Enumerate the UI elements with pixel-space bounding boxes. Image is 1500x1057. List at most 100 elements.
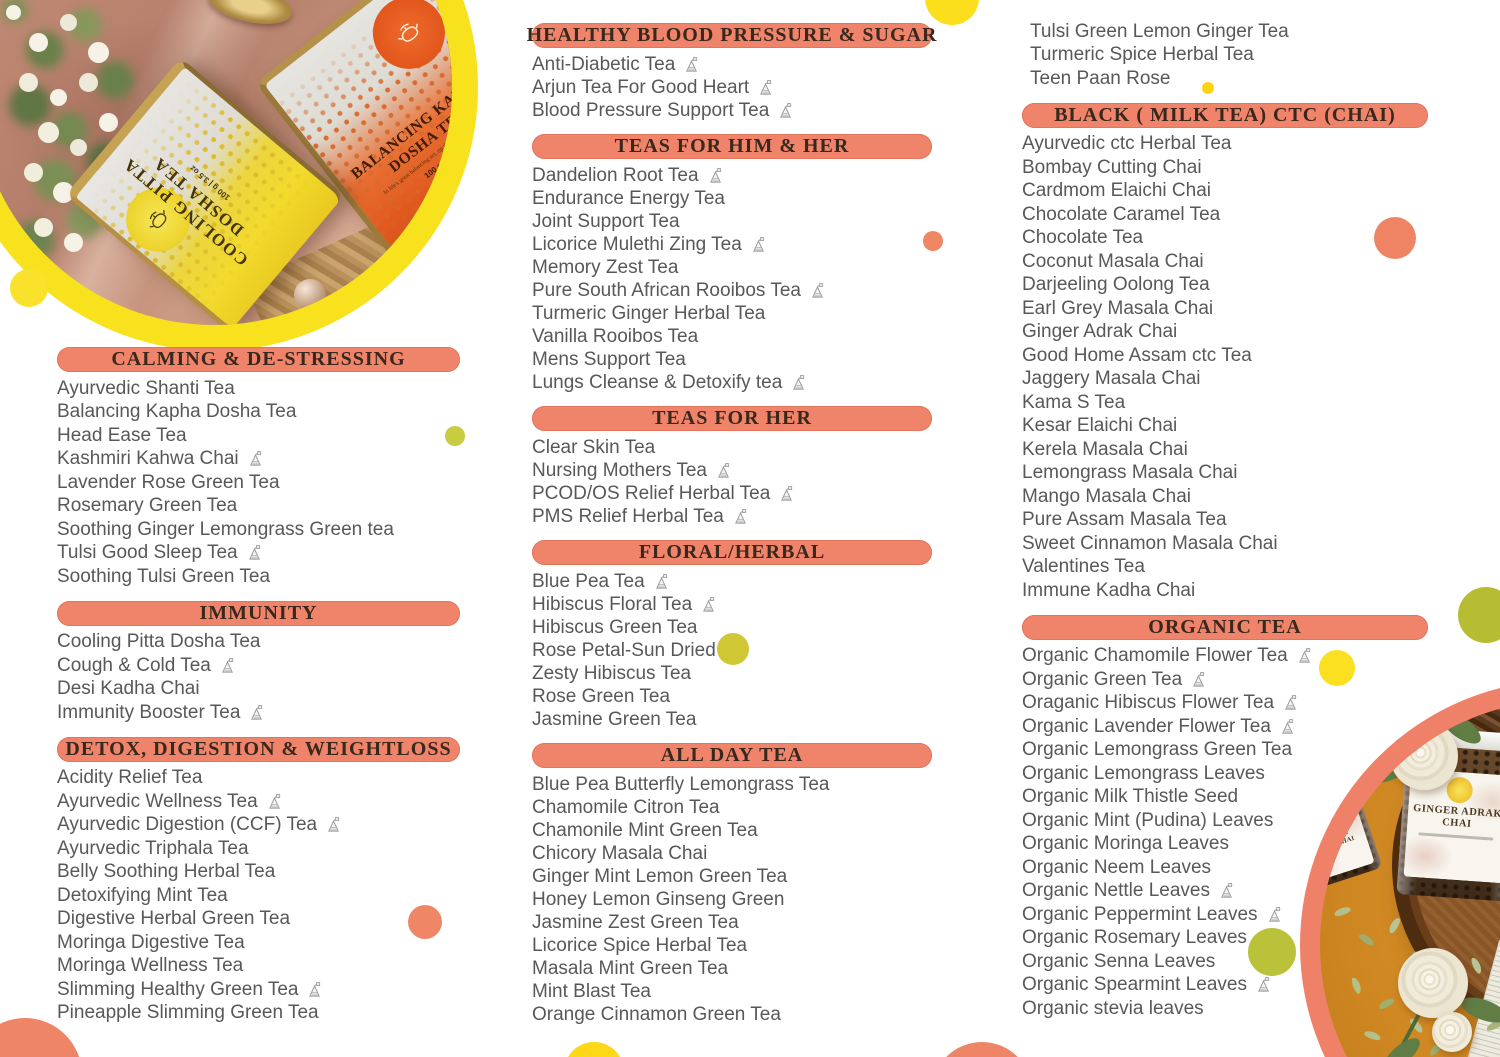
menu-item-label: Mens Support Tea xyxy=(532,348,686,370)
menu-section: BLACK ( MILK TEA) CTC (CHAI) Ayurvedic ct… xyxy=(1022,102,1428,603)
menu-item: Organic Milk Thistle Seed xyxy=(1022,786,1428,810)
menu-item-label: Organic Moringa Leaves xyxy=(1022,833,1229,855)
teabag-icon xyxy=(758,79,773,96)
menu-item-label: Zesty Hibiscus Tea xyxy=(532,662,692,684)
menu-item-label: Belly Soothing Herbal Tea xyxy=(57,861,276,883)
menu-column-middle: HEALTHY BLOOD PRESSURE & SUGAR Anti-Diabe… xyxy=(527,23,936,1026)
decor-dot xyxy=(10,269,48,307)
menu-item: Licorice Mulethi Zing Tea xyxy=(532,233,932,256)
menu-item-label: Digestive Herbal Green Tea xyxy=(57,908,291,930)
menu-item: Lavender Rose Green Tea xyxy=(57,471,460,495)
menu-item: Organic Neem Leaves xyxy=(1022,856,1428,880)
menu-item-label: Joint Support Tea xyxy=(532,210,680,232)
menu-item-label: Organic Rosemary Leaves xyxy=(1022,927,1247,949)
menu-item: Blood Pressure Support Tea xyxy=(532,99,932,122)
menu-item: Jasmine Green Tea xyxy=(532,708,932,731)
brand-logo-icon xyxy=(1445,776,1474,804)
menu-item: Blue Pea Tea xyxy=(532,570,932,593)
gold-jar-lid xyxy=(205,0,296,31)
menu-item: Organic Lemongrass Green Tea xyxy=(1022,739,1428,763)
decor-dot xyxy=(923,231,943,251)
teabag-icon xyxy=(249,704,264,721)
menu-item: Hibiscus Green Tea xyxy=(532,616,932,639)
menu-item-label: Turmeric Ginger Herbal Tea xyxy=(532,302,766,324)
menu-item: Arjun Tea For Good Heart xyxy=(532,76,932,99)
menu-item-label: Masala Mint Green Tea xyxy=(532,957,729,979)
menu-item: PMS Relief Herbal Tea xyxy=(532,505,932,528)
menu-item-label: Acidity Relief Tea xyxy=(57,767,203,789)
menu-item-label: Endurance Energy Tea xyxy=(532,187,725,209)
menu-item-label: Darjeeling Oolong Tea xyxy=(1022,274,1210,296)
section-header-label: ALL DAY TEA xyxy=(660,744,804,766)
menu-item: Digestive Herbal Green Tea xyxy=(57,908,460,932)
menu-item: Chamonile Mint Green Tea xyxy=(532,819,932,842)
menu-item-label: Orange Cinnamon Green Tea xyxy=(532,1003,781,1025)
menu-item-label: Organic Chamomile Flower Tea xyxy=(1022,645,1288,667)
menu-section: IMMUNITY Cooling Pitta Dosha Tea Cough & C… xyxy=(57,600,460,725)
section-header-pill: CALMING & DE-STRESSING xyxy=(57,347,460,372)
teabag-icon xyxy=(751,236,766,253)
menu-item-label: Blue Pea Tea xyxy=(532,570,645,592)
menu-item-label: Dandelion Root Tea xyxy=(532,164,699,186)
menu-item: Lungs Cleanse & Detoxify tea xyxy=(532,371,932,394)
menu-item-label: Turmeric Spice Herbal Tea xyxy=(1030,44,1254,66)
teabag-icon xyxy=(248,451,263,467)
menu-item: Mint Blast Tea xyxy=(532,980,932,1003)
menu-item: Organic Lavender Flower Tea xyxy=(1022,715,1428,739)
menu-item-label: Ayurvedic Wellness Tea xyxy=(57,790,258,812)
menu-item: PCOD/OS Relief Herbal Tea xyxy=(532,482,932,505)
menu-item-label: Organic Mint (Pudina) Leaves xyxy=(1022,809,1274,831)
teabag-icon xyxy=(778,102,793,119)
menu-item-label: Kama S Tea xyxy=(1022,391,1126,413)
section-header-label: FLORAL/HERBAL xyxy=(638,541,826,563)
decor-dot xyxy=(1374,217,1416,259)
menu-item: Soothing Tulsi Green Tea xyxy=(57,565,460,589)
menu-item-label: Cooling Pitta Dosha Tea xyxy=(57,631,261,653)
menu-item: Slimming Healthy Green Tea xyxy=(57,978,460,1002)
menu-item: Head Ease Tea xyxy=(57,424,460,448)
menu-item: Organic Spearmint Leaves xyxy=(1022,974,1428,998)
menu-item-label: Organic Nettle Leaves xyxy=(1022,880,1210,902)
menu-item-label: Slimming Healthy Green Tea xyxy=(57,978,299,1000)
menu-item-label: Pure Assam Masala Tea xyxy=(1022,509,1227,531)
menu-item-label: Valentines Tea xyxy=(1022,556,1145,578)
menu-item-label: Chocolate Tea xyxy=(1022,227,1144,249)
menu-item-label: Cardmom Elaichi Chai xyxy=(1022,180,1212,202)
teabag-icon xyxy=(1267,906,1282,923)
menu-item-label: Coconut Masala Chai xyxy=(1022,250,1204,272)
menu-item: Orange Cinnamon Green Tea xyxy=(532,1003,932,1026)
decor-dot xyxy=(445,426,465,446)
menu-item-label: Organic Lemongrass Leaves xyxy=(1022,762,1265,784)
section-header-label: HEALTHY BLOOD PRESSURE & SUGAR xyxy=(526,24,938,46)
menu-item-label: Desi Kadha Chai xyxy=(57,678,200,700)
section-header-pill: DETOX, DIGESTION & WEIGHTLOSS xyxy=(57,736,460,762)
menu-item: Sweet Cinnamon Masala Chai xyxy=(1022,532,1428,556)
menu-item-label: Kerela Masala Chai xyxy=(1022,438,1188,460)
teabag-icon xyxy=(684,56,699,73)
menu-item-label: Tulsi Good Sleep Tea xyxy=(57,542,238,564)
menu-item-label: Ayurvedic Triphala Tea xyxy=(57,837,249,859)
menu-item: Chamomile Citron Tea xyxy=(532,796,932,819)
menu-item: Organic Chamomile Flower Tea xyxy=(1022,645,1428,669)
menu-item: Kerela Masala Chai xyxy=(1022,438,1428,462)
product-photo-top-left: BALANCING KAPHA DOSHA TEA In life's grea… xyxy=(0,0,478,351)
menu-item: Pure Assam Masala Tea xyxy=(1022,509,1428,533)
menu-item-label: Organic Neem Leaves xyxy=(1022,856,1212,878)
section-header-label: TEAS FOR HIM & HER xyxy=(614,135,850,157)
teabag-icon xyxy=(307,981,322,998)
menu-item: Dandelion Root Tea xyxy=(532,164,932,187)
menu-item-label: Chamomile Citron Tea xyxy=(532,796,720,818)
menu-item: Kama S Tea xyxy=(1022,391,1428,415)
menu-item: Organic Rosemary Leaves xyxy=(1022,927,1428,951)
menu-item: Mens Support Tea xyxy=(532,348,932,371)
section-header-pill: HEALTHY BLOOD PRESSURE & SUGAR xyxy=(527,23,936,48)
menu-item-label: Organic Milk Thistle Seed xyxy=(1022,786,1239,808)
menu-item: Moringa Digestive Tea xyxy=(57,931,460,955)
menu-item: Rosemary Green Tea xyxy=(57,495,460,519)
menu-item: Hibiscus Floral Tea xyxy=(532,593,932,616)
jar-subtitle-line xyxy=(1418,832,1494,841)
menu-item-label: Clear Skin Tea xyxy=(532,436,656,458)
menu-item: Oraganic Hibiscus Flower Tea xyxy=(1022,692,1428,716)
menu-item-label: Rose Petal-Sun Dried xyxy=(532,639,716,661)
menu-item: Honey Lemon Ginseng Green xyxy=(532,888,932,911)
